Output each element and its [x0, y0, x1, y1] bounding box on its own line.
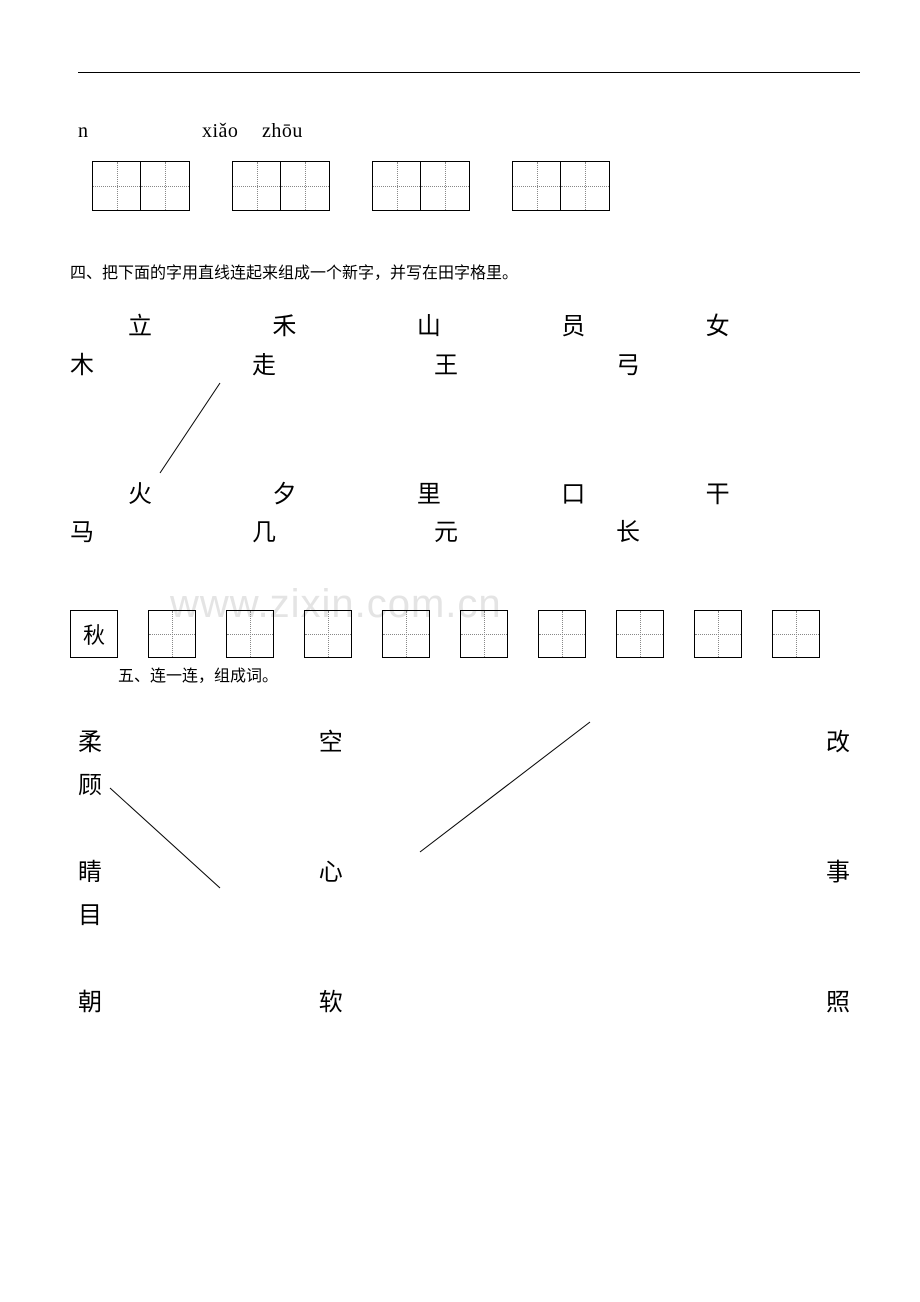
char-row: 木 走 王 弓: [70, 352, 850, 381]
answer-boxes-row: 秋: [70, 610, 850, 658]
section-5-words: 柔 空 改 顾 睛 心 事 目 朝 软 照: [70, 722, 850, 1017]
word-char: 目: [70, 895, 320, 930]
word-char: 心: [319, 852, 826, 887]
answer-cell: [538, 610, 586, 658]
word-row: 朝 软 照: [70, 982, 850, 1017]
tian-cell: [281, 162, 329, 210]
word-char: 睛: [70, 852, 319, 887]
word-char: 顾: [70, 765, 320, 800]
tian-cell: [141, 162, 189, 210]
answer-cell: [616, 610, 664, 658]
answer-cell: [226, 610, 274, 658]
word-char: 事: [826, 852, 850, 887]
section-5-title: 五、连一连，组成词。: [70, 662, 850, 686]
pinyin-row: n xiǎo zhōu: [70, 120, 850, 143]
char: 女: [706, 313, 850, 342]
answer-cell: [460, 610, 508, 658]
word-row: 目: [70, 895, 850, 930]
char: 几: [252, 519, 434, 548]
char: 长: [616, 519, 798, 548]
word-row: 柔 空 改: [70, 722, 850, 757]
char: 元: [434, 519, 616, 548]
tianzige-box: [92, 161, 190, 211]
char: 里: [417, 481, 561, 510]
char: 木: [70, 352, 252, 381]
word-char: [320, 765, 830, 800]
tian-cell: [93, 162, 141, 210]
answer-cell: [772, 610, 820, 658]
page-top-rule: [78, 72, 860, 73]
char: 口: [561, 481, 705, 510]
char-row: 立 禾 山 员 女: [70, 313, 850, 342]
answer-cell: [304, 610, 352, 658]
tian-cell: [233, 162, 281, 210]
char: 火: [128, 481, 272, 510]
pinyin-3: zhōu: [262, 120, 303, 143]
word-char: 改: [826, 722, 850, 757]
char: 禾: [272, 313, 416, 342]
char: 王: [434, 352, 616, 381]
char: 立: [128, 313, 272, 342]
tian-cell: [513, 162, 561, 210]
char: 山: [417, 313, 561, 342]
char: 员: [561, 313, 705, 342]
section-4-title: 四、把下面的字用直线连起来组成一个新字，并写在田字格里。: [70, 259, 850, 283]
tian-cell: [421, 162, 469, 210]
tianzige-box: [232, 161, 330, 211]
answer-cell: [694, 610, 742, 658]
char-row: 马 几 元 长: [70, 519, 850, 548]
tianzige-box: [512, 161, 610, 211]
word-char: 软: [319, 982, 826, 1017]
tianzige-row: [70, 161, 850, 211]
answer-cell: [148, 610, 196, 658]
pinyin-1: n: [78, 120, 89, 143]
word-char: 柔: [70, 722, 319, 757]
answer-cell-filled: 秋: [70, 610, 118, 658]
word-char: 空: [319, 722, 826, 757]
word-char: [320, 895, 830, 930]
pinyin-2: xiǎo: [202, 120, 238, 143]
word-char: 朝: [70, 982, 319, 1017]
char: 弓: [616, 352, 798, 381]
tianzige-box: [372, 161, 470, 211]
section-4-chars: 立 禾 山 员 女 木 走 王 弓 火 夕 里 口 干 马 几 元 长: [70, 313, 850, 548]
char-row: 火 夕 里 口 干: [70, 481, 850, 510]
word-char: 照: [826, 982, 850, 1017]
tian-cell: [373, 162, 421, 210]
char: 走: [252, 352, 434, 381]
char: 夕: [272, 481, 416, 510]
word-row: 顾: [70, 765, 850, 800]
tian-cell: [561, 162, 609, 210]
char: 干: [706, 481, 850, 510]
char: 马: [70, 519, 252, 548]
answer-cell: [382, 610, 430, 658]
word-row: 睛 心 事: [70, 852, 850, 887]
